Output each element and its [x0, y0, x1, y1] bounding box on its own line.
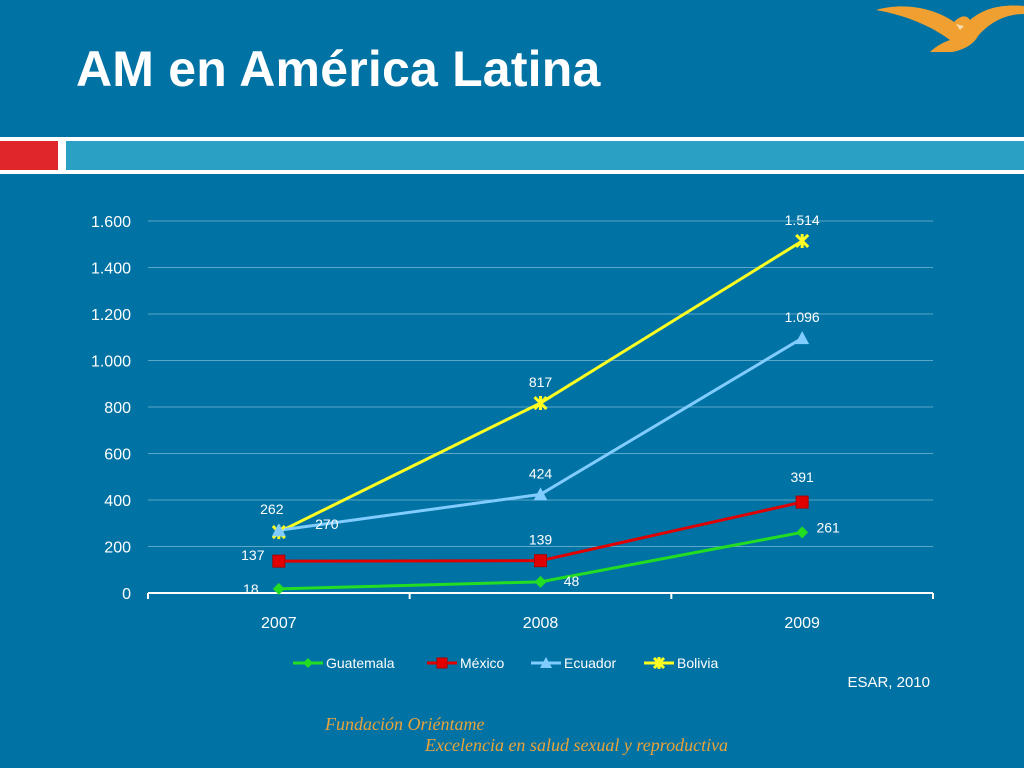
series-line-ecuador: [278, 336, 803, 532]
y-tick-label: 0: [122, 586, 131, 603]
data-point: [272, 554, 286, 568]
accent-teal-bar: [66, 141, 1024, 170]
x-tick-label: 2009: [784, 615, 820, 632]
data-point: [534, 554, 547, 568]
data-point: [271, 523, 286, 537]
accent-red-bar: [0, 141, 58, 170]
data-point: [795, 233, 810, 249]
data-label: 261: [816, 519, 840, 535]
y-tick-label: 1.400: [91, 261, 131, 278]
data-label: 137: [241, 547, 265, 563]
top-divider: [0, 137, 1024, 141]
x-tick-label: 2007: [261, 615, 297, 632]
data-label: 18: [243, 581, 259, 597]
legend-label: Ecuador: [564, 655, 616, 671]
organization-name: Fundación Oriéntame: [325, 714, 485, 734]
y-tick-label: 600: [104, 447, 131, 464]
legend-marker: [540, 657, 552, 668]
data-point: [795, 331, 810, 345]
data-label: 391: [790, 469, 814, 485]
accent-gap: [58, 141, 66, 170]
y-tick-label: 200: [104, 540, 131, 557]
data-point: [796, 526, 809, 539]
bird-logo-icon: [876, 5, 1024, 53]
data-label: 1.514: [785, 212, 820, 228]
data-label: 139: [529, 532, 553, 548]
data-label: 270: [315, 516, 339, 532]
organization-tagline: Excelencia en salud sexual y reproductiv…: [425, 735, 729, 755]
data-point: [533, 487, 548, 501]
data-point: [534, 575, 547, 588]
data-point: [272, 582, 285, 595]
data-point: [533, 395, 548, 411]
slide-title: AM en América Latina: [76, 41, 601, 97]
bottom-divider: [0, 170, 1024, 174]
y-tick-label: 400: [104, 493, 131, 510]
legend-label: México: [460, 655, 505, 671]
y-tick-label: 1.200: [91, 307, 131, 324]
legend-label: Bolivia: [677, 655, 718, 671]
y-tick-label: 800: [104, 400, 131, 417]
data-label: 262: [260, 501, 284, 517]
legend-label: Guatemala: [326, 655, 395, 671]
legend-marker: [303, 658, 313, 668]
legend-marker: [652, 656, 666, 670]
y-tick-label: 1.000: [91, 354, 131, 371]
data-point: [795, 495, 809, 509]
source-citation: ESAR, 2010: [847, 674, 930, 691]
data-label: 1.096: [785, 309, 820, 325]
y-tick-label: 1.600: [91, 214, 131, 231]
data-label: 817: [529, 374, 553, 390]
legend-marker: [436, 657, 448, 669]
data-label: 48: [564, 573, 580, 589]
x-tick-label: 2008: [523, 615, 559, 632]
data-label: 424: [529, 465, 553, 481]
